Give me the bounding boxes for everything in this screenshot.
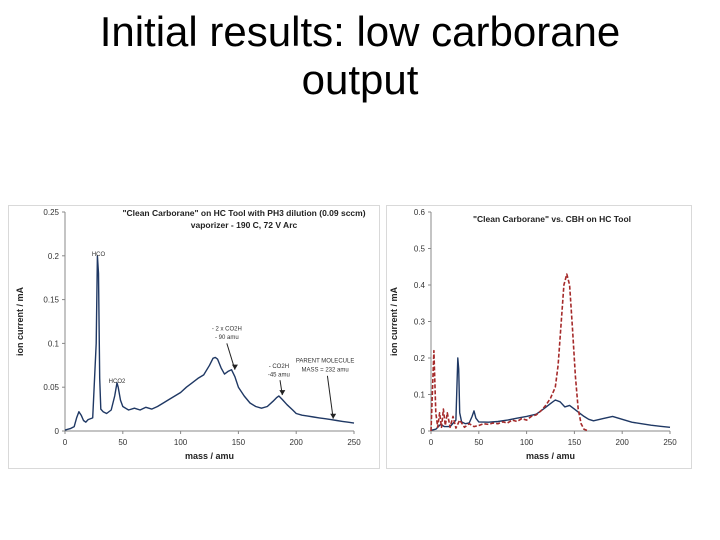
x-tick-label: 150 [568,438,582,447]
x-tick-label: 0 [63,438,68,447]
series-line-2 [430,273,589,432]
annotation-label: HCO [92,252,106,258]
y-tick-label: 0.1 [414,391,426,400]
slide-title: Initial results: low carborane output [99,8,621,103]
series-line-1 [430,357,671,431]
x-axis-label: mass / amu [185,451,234,461]
y-tick-label: 0.2 [48,252,60,261]
annotation-label: - CO2H [269,364,289,370]
y-tick-label: 0.3 [414,318,426,327]
chart-title: "Clean Carborane" vs. CBH on HC Tool [473,214,631,224]
y-axis-label: ion current / mA [15,287,25,357]
chart-subtitle: vaporizer - 190 C, 72 V Arc [191,220,298,230]
chart-panel-right: 0 50 100 150 200 250 0 0.1 0.2 0.3 0.4 0.5 0.6 mass /… [386,205,692,469]
chart-panel-left: 0 50 100 150 200 250 0 0.05 0.1 0.15 0.2 0.25 mass /… [8,205,380,469]
y-tick-label: 0.5 [414,245,426,254]
y-tick-label: 0.05 [43,383,59,392]
y-tick-label: 0.2 [414,354,426,363]
y-tick-label: 0.15 [43,296,59,305]
mass-spectrum-chart-left: 0 50 100 150 200 250 0 0.05 0.1 0.15 0.2 0.25 mass /… [15,208,366,461]
x-axis-label: mass / amu [526,451,575,461]
x-tick-label: 200 [290,438,304,447]
x-tick-label: 50 [474,438,483,447]
series-line-1 [64,255,355,431]
annotation-label: -45 amu [268,373,290,379]
x-tick-label: 0 [429,438,434,447]
x-tick-label: 250 [347,438,361,447]
y-tick-label: 0.4 [414,281,426,290]
annotation-label: PARENT MOLECULE [296,359,354,365]
annotation-arrowhead [231,364,238,370]
x-tick-label: 100 [520,438,534,447]
y-tick-label: 0.6 [414,208,426,217]
annotation-label: MASS = 232 amu [301,367,348,373]
y-tick-label: 0 [421,427,426,436]
annotation-label: HCO2 [109,379,126,385]
y-axis-label: ion current / mA [389,287,399,357]
annotation-label: - 90 amu [215,335,239,341]
annotation-label: - 2 x CO2H [212,326,242,332]
y-tick-label: 0.1 [48,339,60,348]
x-tick-label: 100 [174,438,188,447]
x-tick-label: 250 [663,438,677,447]
y-tick-label: 0 [55,427,60,436]
annotation-arrowhead [279,390,286,396]
mass-spectrum-chart-right: 0 50 100 150 200 250 0 0.1 0.2 0.3 0.4 0.5 0.6 mass /… [389,208,677,461]
x-tick-label: 150 [232,438,246,447]
x-tick-label: 200 [616,438,630,447]
chart-title: "Clean Carborane" on HC Tool with PH3 di… [122,208,365,218]
x-tick-label: 50 [118,438,127,447]
annotation-arrow [326,375,334,419]
y-tick-label: 0.25 [43,208,59,217]
annotation-arrowhead [330,413,337,419]
